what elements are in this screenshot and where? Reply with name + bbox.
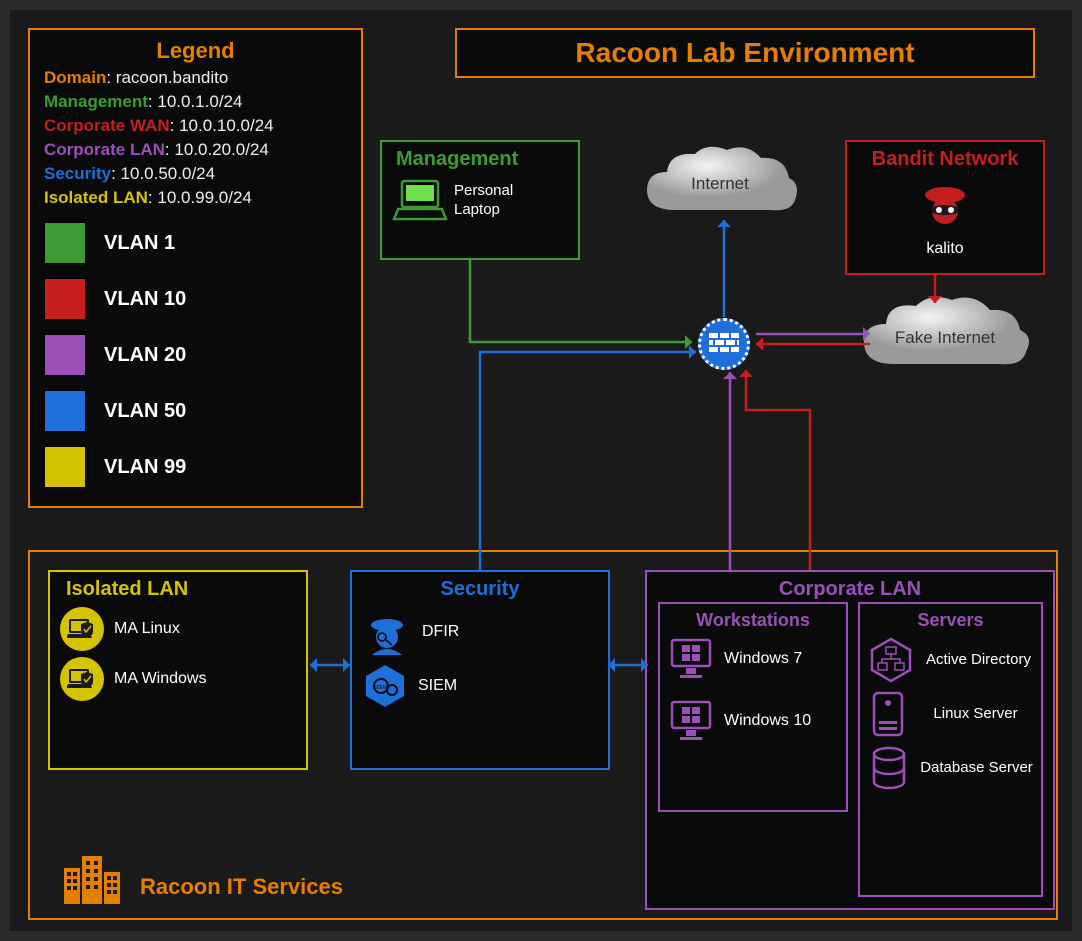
building-icon [60,848,124,908]
siem-icon: SIEM [362,663,408,709]
diagram-canvas: Racoon Lab Environment Legend Domain: ra… [10,10,1072,931]
vlan-swatch [44,222,86,264]
security-item-1-label: SIEM [418,677,457,695]
security-title: Security [362,578,598,601]
vlan-swatch [44,446,86,488]
servers-title: Servers [868,610,1033,631]
title-box: Racoon Lab Environment [455,28,1035,78]
database-icon [868,745,910,791]
isolated-box: Isolated LAN MA Linux MA Windows [48,570,308,770]
security-item-0-label: DFIR [422,623,459,641]
management-item-label-2: Laptop [454,200,513,220]
legend-line-2: Corporate WAN: 10.0.10.0/24 [44,116,347,136]
servers-box: Servers Active Directory Linux Server [858,602,1043,897]
management-title: Management [392,148,568,171]
legend-title: Legend [44,38,347,64]
security-box: Security DFIR SIEM SIEM [350,570,610,770]
server-item-2: Database Server [868,745,1033,791]
management-item-label-1: Personal [454,181,513,201]
legend-line-5: Isolated LAN: 10.0.99.0/24 [44,188,347,208]
legend-box: Legend Domain: racoon.bandito Management:… [28,28,363,508]
vlan-swatch [44,278,86,320]
vlan-label: VLAN 10 [104,288,186,311]
shield-laptop-icon [60,607,104,651]
workstations-title: Workstations [668,610,838,631]
vlan-label: VLAN 50 [104,400,186,423]
bandit-item-label: kalito [857,240,1033,258]
legend-line-1: Management: 10.0.1.0/24 [44,92,347,112]
bandit-icon [917,177,973,233]
legend-line-4: Security: 10.0.50.0/24 [44,164,347,184]
isolated-item-0: MA Linux [60,607,296,651]
server-item-2-label: Database Server [920,759,1033,776]
isolated-item-1-label: MA Windows [114,670,206,688]
internet-label: Internet [635,174,805,194]
legend-line-3: Corporate LAN: 10.0.20.0/24 [44,140,347,160]
isolated-item-0-label: MA Linux [114,620,180,638]
server-icon [868,689,908,739]
laptop-icon [392,177,448,223]
vlan-row-3: VLAN 50 [44,390,347,432]
server-item-0-label: Active Directory [924,651,1033,668]
isolated-item-1: MA Windows [60,657,296,701]
bandit-item: kalito [857,177,1033,258]
detective-icon [362,607,412,657]
security-item-1: SIEM SIEM [362,663,598,709]
bandit-title: Bandit Network [857,148,1033,171]
vlan-swatch [44,390,86,432]
security-item-0: DFIR [362,607,598,657]
isolated-title: Isolated LAN [60,578,296,601]
legend-line-0: Domain: racoon.bandito [44,68,347,88]
server-item-1-label: Linux Server [918,705,1033,722]
workstation-item-1: Windows 10 [668,699,838,743]
firewall-icon [698,318,750,370]
workstation-item-1-label: Windows 10 [724,712,811,730]
vlan-row-1: VLAN 10 [44,278,347,320]
fake-internet-label: Fake Internet [850,328,1040,348]
vlan-label: VLAN 20 [104,344,186,367]
internet-cloud: Internet [635,140,805,235]
corporate-title: Corporate LAN [657,578,1043,601]
server-item-1: Linux Server [868,689,1033,739]
shield-laptop-icon [60,657,104,701]
svg-text:SIEM: SIEM [375,685,387,691]
management-item: Personal Laptop [392,177,568,223]
windows-pc-icon [668,699,714,743]
management-box: Management Personal Laptop [380,140,580,260]
fake-internet-cloud: Fake Internet [850,290,1040,390]
page-title: Racoon Lab Environment [575,37,914,69]
workstation-item-0: Windows 7 [668,637,838,681]
vlan-row-4: VLAN 99 [44,446,347,488]
server-item-0: Active Directory [868,637,1033,683]
windows-pc-icon [668,637,714,681]
ad-icon [868,637,914,683]
vlan-row-0: VLAN 1 [44,222,347,264]
vlan-label: VLAN 99 [104,456,186,479]
vlan-swatch [44,334,86,376]
vlan-row-2: VLAN 20 [44,334,347,376]
vlan-label: VLAN 1 [104,232,175,255]
workstation-item-0-label: Windows 7 [724,650,802,668]
bandit-box: Bandit Network kalito [845,140,1045,275]
services-label: Racoon IT Services [140,874,343,900]
workstations-box: Workstations Windows 7 Windows 10 [658,602,848,812]
